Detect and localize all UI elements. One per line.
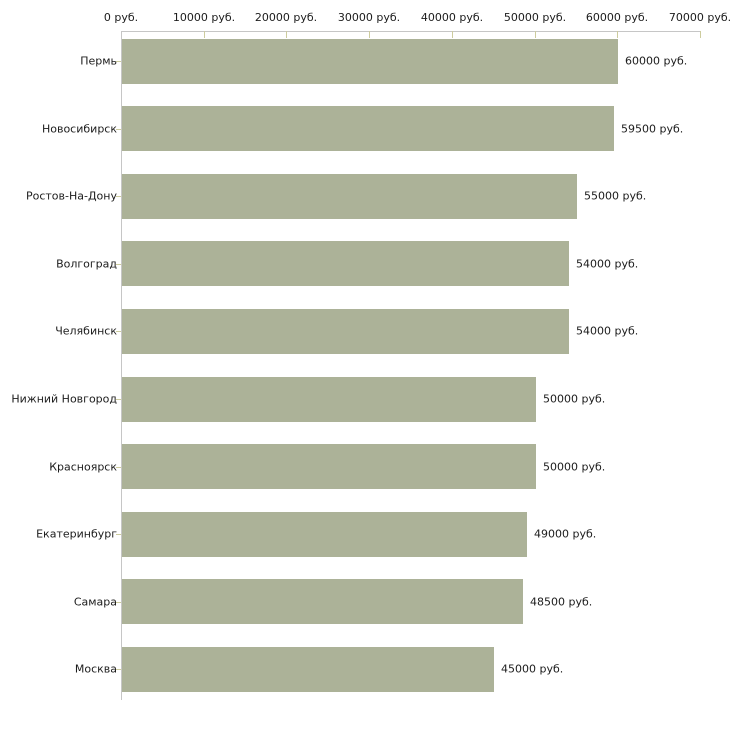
bar-Самара (122, 579, 523, 624)
category-label: Москва (74, 662, 117, 676)
category-label: Ростов-На-Дону (25, 189, 117, 203)
category-label: Нижний Новгород (11, 392, 117, 406)
x-axis-line (121, 31, 701, 32)
x-axis-tick-label: 50000 руб. (503, 11, 567, 24)
bar-Екатеринбург (122, 512, 527, 557)
x-axis-tick-label: 30000 руб. (337, 11, 401, 24)
x-axis-tick-label: 60000 руб. (585, 11, 649, 24)
y-axis-tick (116, 61, 121, 62)
y-axis-tick (116, 467, 121, 468)
y-axis-tick (116, 196, 121, 197)
y-axis-tick (116, 129, 121, 130)
category-label: Новосибирск (41, 122, 117, 136)
value-label: 55000 руб. (584, 189, 647, 203)
x-axis-tick (452, 31, 453, 38)
bar-Пермь (122, 39, 618, 84)
y-axis-tick (116, 534, 121, 535)
category-label: Волгоград (56, 257, 117, 271)
x-axis-tick (700, 31, 701, 38)
y-axis-tick (116, 331, 121, 332)
y-axis-line (121, 31, 122, 700)
value-label: 50000 руб. (543, 460, 606, 474)
x-axis-tick-label: 0 руб. (103, 11, 139, 24)
bar-Нижний Новгород (122, 377, 536, 422)
x-axis-tick (535, 31, 536, 38)
x-axis-tick (369, 31, 370, 38)
value-label: 60000 руб. (625, 54, 688, 68)
value-label: 54000 руб. (576, 257, 639, 271)
category-label: Челябинск (55, 324, 117, 338)
value-label: 48500 руб. (530, 595, 593, 609)
x-axis-tick-label: 20000 руб. (254, 11, 318, 24)
x-axis-tick-label: 70000 руб. (668, 11, 730, 24)
value-label: 54000 руб. (576, 324, 639, 338)
x-axis-tick-label: 10000 руб. (172, 11, 236, 24)
bar-Красноярск (122, 444, 536, 489)
bar-Челябинск (122, 309, 569, 354)
y-axis-tick (116, 602, 121, 603)
value-label: 49000 руб. (534, 527, 597, 541)
y-axis-tick (116, 399, 121, 400)
bar-Волгоград (122, 241, 569, 286)
value-label: 45000 руб. (501, 662, 564, 676)
value-label: 50000 руб. (543, 392, 606, 406)
category-label: Екатеринбург (36, 527, 117, 541)
x-axis-tick-label: 40000 руб. (420, 11, 484, 24)
category-label: Пермь (80, 54, 117, 68)
category-label: Самара (73, 595, 117, 609)
category-label: Красноярск (49, 460, 117, 474)
value-label: 59500 руб. (621, 122, 684, 136)
x-axis-tick (286, 31, 287, 38)
x-axis-tick (617, 31, 618, 38)
x-axis-tick (204, 31, 205, 38)
bar-Москва (122, 647, 494, 692)
bar-Новосибирск (122, 106, 614, 151)
y-axis-tick (116, 669, 121, 670)
bar-Ростов-На-Дону (122, 174, 577, 219)
y-axis-tick (116, 264, 121, 265)
